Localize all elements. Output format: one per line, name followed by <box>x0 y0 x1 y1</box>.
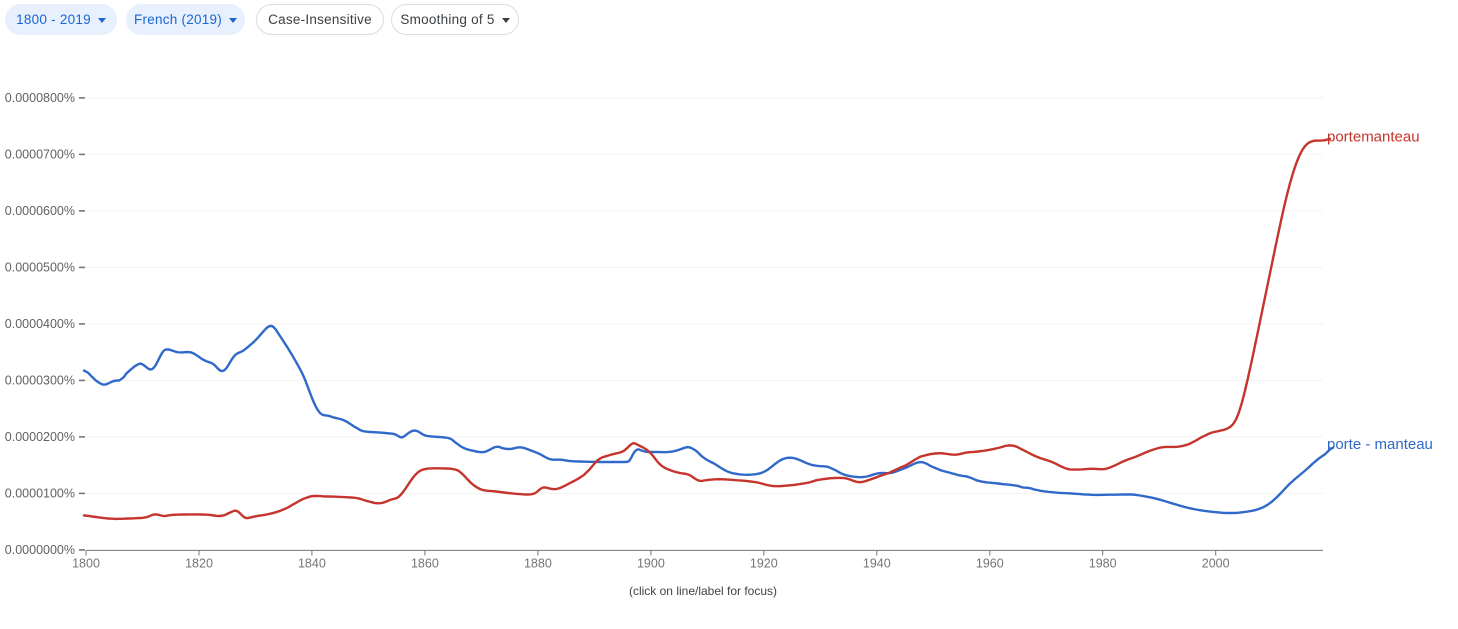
svg-text:1880: 1880 <box>524 557 552 571</box>
svg-text:2000: 2000 <box>1202 557 1230 571</box>
svg-text:0.0000100%: 0.0000100% <box>5 487 75 501</box>
svg-text:0.0000800%: 0.0000800% <box>5 91 75 105</box>
svg-text:0.0000300%: 0.0000300% <box>5 374 75 388</box>
svg-text:1900: 1900 <box>637 557 665 571</box>
svg-text:0.0000200%: 0.0000200% <box>5 430 75 444</box>
svg-text:0.0000000%: 0.0000000% <box>5 543 75 557</box>
svg-text:porte - manteau: porte - manteau <box>1327 436 1433 453</box>
svg-text:0.0000400%: 0.0000400% <box>5 317 75 331</box>
svg-text:portemanteau: portemanteau <box>1327 129 1420 146</box>
svg-text:0.0000700%: 0.0000700% <box>5 148 75 162</box>
svg-text:1920: 1920 <box>750 557 778 571</box>
svg-text:1860: 1860 <box>411 557 439 571</box>
svg-text:1960: 1960 <box>976 557 1004 571</box>
svg-text:1820: 1820 <box>185 557 213 571</box>
svg-text:1840: 1840 <box>298 557 326 571</box>
svg-text:0.0000500%: 0.0000500% <box>5 261 75 275</box>
svg-text:1940: 1940 <box>863 557 891 571</box>
svg-text:1800: 1800 <box>72 557 100 571</box>
svg-text:1980: 1980 <box>1089 557 1117 571</box>
svg-text:0.0000600%: 0.0000600% <box>5 204 75 218</box>
